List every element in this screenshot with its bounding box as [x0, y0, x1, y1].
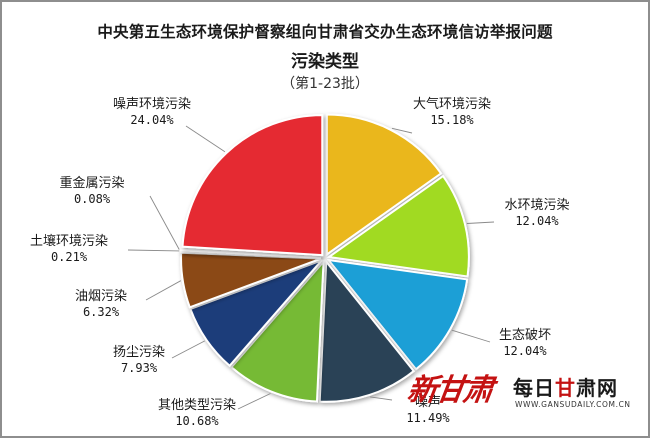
slice-label-pct-4: 10.68% — [175, 414, 219, 428]
leader-line-3 — [370, 396, 393, 401]
brand-logo-xin-gansu: 新甘肃 — [405, 373, 494, 408]
slice-label-pct-9: 24.04% — [130, 113, 174, 127]
brand-url: WWW.GANSUDAILY.COM.CN — [515, 400, 631, 409]
leader-line-8 — [149, 195, 180, 250]
brand-name-part1: 每日 — [513, 376, 555, 400]
pie-slice-5 — [189, 259, 323, 368]
slice-label-name-0: 大气环境污染 — [413, 96, 491, 112]
pie-slice-1 — [326, 174, 470, 278]
slice-label-pct-6: 6.32% — [83, 305, 120, 319]
pie-slice-9 — [181, 114, 324, 257]
slice-label-name-9: 噪声环境污染 — [113, 97, 191, 112]
slice-label-pct-3: 11.49% — [406, 411, 450, 425]
leader-lines — [127, 125, 495, 410]
leader-line-0 — [391, 127, 413, 134]
slice-label-name-5: 扬尘污染 — [113, 345, 165, 360]
slice-label-pct-1: 12.04% — [515, 214, 559, 228]
brand-logo-mei-ri-gansu-wang: 每日甘肃网 — [513, 372, 618, 401]
slice-label-name-7: 土壤环境污染 — [30, 233, 108, 249]
leader-line-5 — [171, 340, 206, 359]
brand-name-part2: 甘 — [555, 376, 576, 400]
slice-label-name-1: 水环境污染 — [504, 198, 569, 213]
pie-slice-3 — [318, 259, 416, 403]
leader-line-9 — [185, 125, 226, 153]
leader-line-1 — [466, 221, 495, 224]
pie-slice-4 — [230, 258, 325, 403]
leader-line-6 — [145, 280, 182, 301]
pie-slices — [180, 113, 470, 403]
slice-label-name-6: 油烟污染 — [75, 289, 127, 304]
pie-slice-0 — [325, 113, 443, 257]
slice-label-name-8: 重金属污染 — [59, 175, 124, 191]
pie-slice-8 — [180, 248, 322, 259]
slice-label-name-4: 其他类型污染 — [158, 398, 236, 413]
slice-label-name-2: 生态破坏 — [499, 328, 551, 343]
slice-labels: 大气环境污染15.18%水环境污染12.04%生态破坏12.04%噪声11.49… — [30, 96, 570, 428]
slice-label-pct-7: 0.21% — [51, 250, 88, 264]
slice-label-pct-5: 7.93% — [121, 361, 158, 375]
leader-line-7 — [127, 249, 180, 252]
slice-label-name-3: 噪声 — [415, 395, 441, 410]
slice-label-pct-2: 12.04% — [503, 344, 547, 358]
leader-line-4 — [237, 393, 271, 410]
chart-title: 中央第五生态环境保护督察组向甘肃省交办生态环境信访举报问题 — [97, 23, 553, 41]
brand-name-part3: 肃网 — [576, 376, 618, 400]
leader-line-2 — [451, 329, 491, 343]
slice-label-pct-0: 15.18% — [430, 113, 474, 127]
slice-label-pct-8: 0.08% — [74, 192, 111, 206]
chart-batch-range: （第1-23批） — [281, 76, 369, 92]
pie-slice-2 — [326, 258, 469, 371]
chart-subtitle: 污染类型 — [291, 52, 359, 72]
